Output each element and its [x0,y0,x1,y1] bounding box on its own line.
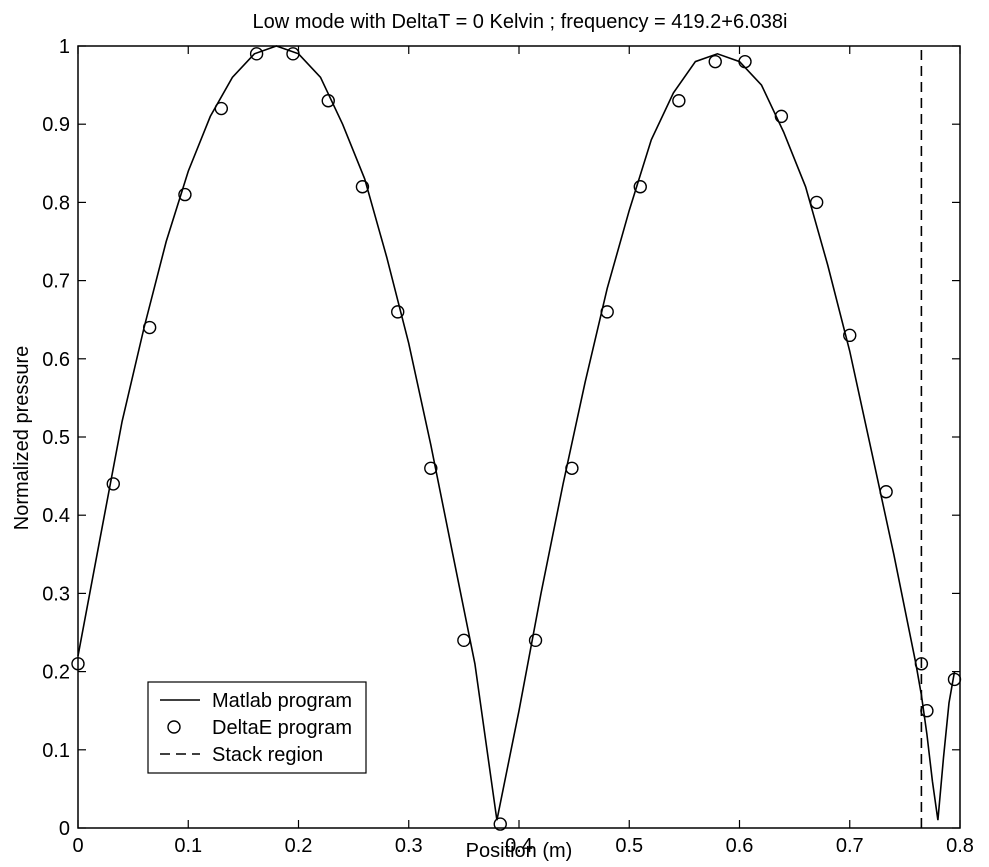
deltae-program-point [249,47,264,61]
y-tick-label: 1 [59,36,70,58]
x-tick-label: 0.8 [946,835,974,857]
x-axis-label: Position (m) [466,840,573,862]
deltae-program-point [142,320,157,335]
legend-swatch-circle [167,720,181,734]
y-tick-label: 0.8 [42,192,70,214]
deltae-program-point [920,704,934,718]
x-tick-label: 0.2 [285,835,313,857]
chart-title: Low mode with DeltaT = 0 Kelvin ; freque… [253,11,788,33]
deltae-program-point [774,109,789,124]
y-tick-label: 0.2 [42,662,70,684]
y-axis-label: Normalized pressure [11,346,33,531]
x-tick-label: 0 [72,835,83,857]
deltae-program-point [708,54,722,69]
y-tick-label: 0.5 [42,427,70,449]
legend-label: Stack region [212,744,323,766]
y-tick-label: 0.4 [42,505,70,527]
y-tick-label: 0.9 [42,114,70,136]
deltae-program-point [947,672,962,687]
legend-label: Matlab program [212,690,352,712]
deltae-program-point [391,305,405,319]
deltae-program-point [493,817,507,831]
deltae-program-point [286,47,300,61]
deltae-program-point [672,94,686,108]
matlab-program-line [77,45,956,821]
deltae-program-point [355,180,370,194]
legend: Matlab program DeltaE program Stack region [147,681,367,774]
legend-box [147,681,367,774]
deltae-program-point [565,461,579,475]
legend-label: DeltaE program [212,717,352,739]
deltae-program-point [528,633,543,648]
x-tick-label: 0.5 [615,835,643,857]
deltae-program-point [600,305,614,319]
deltae-program-point [879,485,893,499]
y-tick-label: 0.7 [42,271,70,293]
x-tick-label: 0.1 [174,835,202,857]
deltae-program-point [457,633,471,648]
x-tick-label: 0.3 [395,835,423,857]
deltae-program-point [633,180,647,194]
deltae-program-point [809,195,824,210]
deltae-program-point [214,101,229,116]
deltae-program-point [914,657,929,671]
x-tick-label: 0.4 [505,835,533,857]
x-axis: 0 0.1 0.2 0.3 0.4 0.5 0.6 0.7 0.8 [72,46,974,857]
x-tick-label: 0.6 [726,835,754,857]
deltae-program-point [738,54,752,69]
deltae-program-point [843,328,857,343]
y-tick-label: 0 [59,818,70,840]
y-tick-label: 0.3 [42,583,70,605]
deltae-program-point [71,657,85,671]
x-tick-label: 0.7 [836,835,864,857]
y-tick-label: 0.1 [42,740,70,762]
deltae-program-point [178,187,192,202]
deltae-program-point [106,477,120,491]
y-axis: 0 0.1 0.2 0.3 0.4 0.5 0.6 0.7 0.8 0.9 1 [42,36,960,840]
plot-area [71,45,962,831]
deltae-program-point [424,461,438,475]
y-tick-label: 0.6 [42,349,70,371]
deltae-program-point [321,94,335,108]
